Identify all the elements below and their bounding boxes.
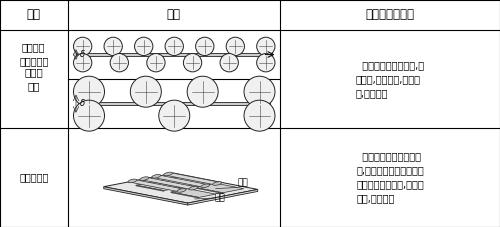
Ellipse shape [147, 54, 165, 72]
Polygon shape [152, 175, 160, 178]
Polygon shape [136, 185, 164, 191]
Ellipse shape [226, 37, 244, 56]
Polygon shape [188, 189, 258, 205]
Ellipse shape [244, 100, 275, 131]
Polygon shape [128, 180, 186, 191]
Polygon shape [171, 192, 199, 198]
Text: 矫正板厚相同的小块板
料,可放在一块大面积的厕
板上同时滚压多次,并翻转
工件,直至矫平: 矫正板厚相同的小块板 料,可放在一块大面积的厕 板上同时滚压多次,并翻转 工件,… [356, 152, 424, 204]
Text: 方法: 方法 [27, 8, 41, 22]
Bar [76, 53, 272, 56]
Ellipse shape [187, 76, 218, 107]
Ellipse shape [74, 54, 92, 72]
Ellipse shape [256, 37, 275, 56]
Polygon shape [160, 180, 188, 187]
Polygon shape [201, 184, 209, 188]
Text: 矫平机
矫正: 矫平机 矫正 [24, 67, 43, 91]
Text: δ: δ [80, 99, 84, 108]
Polygon shape [104, 187, 188, 205]
Ellipse shape [104, 37, 122, 56]
Bar [78, 102, 270, 105]
Text: 图示: 图示 [167, 8, 181, 22]
Ellipse shape [74, 100, 104, 131]
Text: δ: δ [80, 50, 84, 59]
Ellipse shape [159, 100, 190, 131]
Ellipse shape [220, 54, 238, 72]
Ellipse shape [196, 37, 214, 56]
Ellipse shape [165, 37, 184, 56]
Text: 用矫平机矫正板料时,厕
板辊少,薄板辊多,上辊双
数,下辊单数: 用矫平机矫正板料时,厕 板辊少,薄板辊多,上辊双 数,下辊单数 [356, 60, 424, 98]
Text: 平板: 平板 [214, 193, 225, 202]
Text: 大薄板与
中厕板矫平: 大薄板与 中厕板矫平 [19, 42, 48, 67]
Polygon shape [160, 176, 209, 186]
Text: 小块板矫平: 小块板矫平 [19, 173, 48, 183]
Ellipse shape [74, 37, 92, 56]
Polygon shape [195, 183, 244, 193]
Ellipse shape [184, 54, 202, 72]
Ellipse shape [244, 76, 275, 107]
Polygon shape [152, 175, 210, 187]
Ellipse shape [110, 54, 128, 72]
Polygon shape [140, 177, 149, 180]
Text: 适用范围与说明: 适用范围与说明 [366, 8, 414, 22]
Polygon shape [136, 182, 181, 191]
Ellipse shape [74, 76, 104, 107]
Ellipse shape [134, 37, 153, 56]
Polygon shape [195, 187, 223, 193]
Polygon shape [104, 173, 258, 203]
Text: 工件: 工件 [238, 178, 248, 188]
Polygon shape [212, 182, 222, 185]
Polygon shape [189, 186, 198, 190]
Polygon shape [177, 189, 186, 192]
Polygon shape [140, 178, 198, 189]
Polygon shape [128, 179, 137, 183]
Ellipse shape [256, 54, 275, 72]
Polygon shape [171, 189, 216, 197]
Polygon shape [164, 172, 172, 176]
Polygon shape [164, 173, 222, 184]
Ellipse shape [130, 76, 162, 107]
